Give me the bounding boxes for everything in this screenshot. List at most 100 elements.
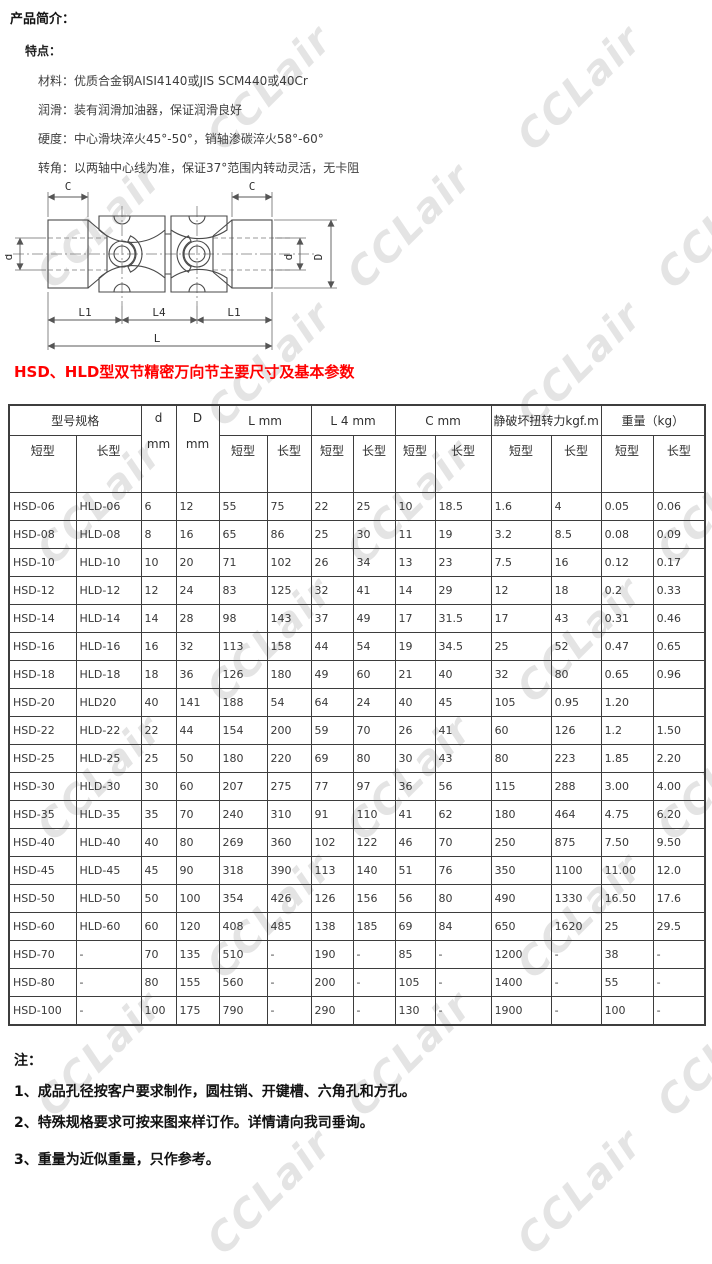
table-cell: HLD-10 xyxy=(75,548,142,577)
column-subheader: 短型 xyxy=(600,435,654,493)
table-cell: 0.33 xyxy=(652,576,706,605)
table-row: HSD-80-80 155 560-200-105-1400-55- xyxy=(8,968,706,997)
table-row: HSD-50 HLD-50 50 100 354 426 126 156 56 80 490 1330… xyxy=(8,884,706,913)
table-cell: 20 xyxy=(175,548,220,577)
column-group-header: 型号规格 xyxy=(8,404,142,436)
table-cell: 12 xyxy=(490,576,552,605)
table-cell: 485 xyxy=(266,912,312,941)
table-cell: 1.50 xyxy=(652,716,706,745)
table-cell: 8 xyxy=(140,520,177,549)
table-cell: 200 xyxy=(266,716,312,745)
table-cell: 126 xyxy=(310,884,354,913)
table-cell: 126 xyxy=(550,716,602,745)
table-cell: 0.31 xyxy=(600,604,654,633)
table-cell: - xyxy=(434,940,492,969)
table-cell: 175 xyxy=(175,996,220,1026)
table-cell: 464 xyxy=(550,800,602,829)
table-cell: - xyxy=(434,968,492,997)
table-cell: 80 xyxy=(352,744,396,773)
feature-lubrication: 润滑：装有润滑加油器，保证润滑良好 xyxy=(38,103,243,117)
table-cell: HSD-22 xyxy=(8,716,77,745)
table-cell: HLD-45 xyxy=(75,856,142,885)
table-cell: HSD-10 xyxy=(8,548,77,577)
table-cell: 0.65 xyxy=(600,660,654,689)
page-title: 产品简介： xyxy=(10,12,76,27)
table-cell: HLD-18 xyxy=(75,660,142,689)
table-cell: 138 xyxy=(310,912,354,941)
table-cell: 17 xyxy=(490,604,552,633)
table-cell: 0.08 xyxy=(600,520,654,549)
table-cell: 156 xyxy=(352,884,396,913)
feature-material: 材料：优质合金钢AISI4140或JIS SCM440或40Cr xyxy=(38,74,308,88)
table-cell: 105 xyxy=(394,968,436,997)
table-cell: 0.46 xyxy=(652,604,706,633)
table-cell: 188 xyxy=(218,688,268,717)
table-cell: 31.5 xyxy=(434,604,492,633)
table-cell: 1.6 xyxy=(490,492,552,521)
table-cell: 220 xyxy=(266,744,312,773)
table-row: HSD-08 HLD-08 8 16 65 86 25 30 11 19 3.2 8.5 0.08 0.0… xyxy=(8,520,706,549)
table-cell: 140 xyxy=(352,856,396,885)
table-cell: 36 xyxy=(394,772,436,801)
joint2-pin-outer xyxy=(183,240,211,268)
table-cell: 36 xyxy=(175,660,220,689)
table-cell: 17 xyxy=(394,604,436,633)
table-row: HSD-40 HLD-40 40 80 269 360 102 122 46 70 250 875 7.… xyxy=(8,828,706,857)
table-cell: 11 xyxy=(394,520,436,549)
column-subheader: 长型 xyxy=(75,435,142,493)
table-cell: 70 xyxy=(434,828,492,857)
table-cell: 0.2 xyxy=(600,576,654,605)
right-shaft xyxy=(231,219,273,289)
table-cell: 52 xyxy=(550,632,602,661)
table-cell: 80 xyxy=(550,660,602,689)
left-shaft xyxy=(47,219,89,289)
table-cell: 30 xyxy=(352,520,396,549)
table-cell: HSD-60 xyxy=(8,912,77,941)
table-cell: HSD-100 xyxy=(8,996,77,1026)
table-cell: 426 xyxy=(266,884,312,913)
column-group-header: C mm xyxy=(394,404,492,436)
table-cell: 130 xyxy=(394,996,436,1026)
note-item-1: 1、成品孔径按客户要求制作，圆柱销、开键槽、六角孔和方孔。 xyxy=(14,1084,416,1100)
table-cell: - xyxy=(550,940,602,969)
table-cell: 185 xyxy=(352,912,396,941)
table-cell: 1200 xyxy=(490,940,552,969)
table-cell: 50 xyxy=(175,744,220,773)
table-cell: 91 xyxy=(310,800,354,829)
table-cell: 25 xyxy=(600,912,654,941)
table-cell: 354 xyxy=(218,884,268,913)
table-cell: 126 xyxy=(218,660,268,689)
table-cell: 290 xyxy=(310,996,354,1026)
table-cell xyxy=(652,688,706,717)
table-cell: 84 xyxy=(434,912,492,941)
table-cell: 240 xyxy=(218,800,268,829)
table-cell: 22 xyxy=(310,492,354,521)
table-cell: 54 xyxy=(266,688,312,717)
table-cell: 12.0 xyxy=(652,856,706,885)
table-cell: - xyxy=(352,996,396,1026)
table-cell: 16 xyxy=(175,520,220,549)
table-cell: 350 xyxy=(490,856,552,885)
table-cell: 7.50 xyxy=(600,828,654,857)
table-cell: 4.75 xyxy=(600,800,654,829)
table-cell: HLD-08 xyxy=(75,520,142,549)
column-group-header: d mm xyxy=(140,404,177,493)
table-cell: 143 xyxy=(266,604,312,633)
table-cell: 54 xyxy=(352,632,396,661)
table-cell: 32 xyxy=(175,632,220,661)
table-cell: 200 xyxy=(310,968,354,997)
table-cell: 12 xyxy=(175,492,220,521)
table-cell: 30 xyxy=(394,744,436,773)
table-cell: 875 xyxy=(550,828,602,857)
table-cell: 2.20 xyxy=(652,744,706,773)
table-cell: 0.12 xyxy=(600,548,654,577)
table-cell: - xyxy=(266,968,312,997)
table-cell: 40 xyxy=(434,660,492,689)
table-cell: 7.5 xyxy=(490,548,552,577)
table-cell: HLD-22 xyxy=(75,716,142,745)
table-cell: HSD-80 xyxy=(8,968,77,997)
table-cell: - xyxy=(652,968,706,997)
table-cell: 76 xyxy=(434,856,492,885)
table-cell: 141 xyxy=(175,688,220,717)
table-cell: 120 xyxy=(175,912,220,941)
